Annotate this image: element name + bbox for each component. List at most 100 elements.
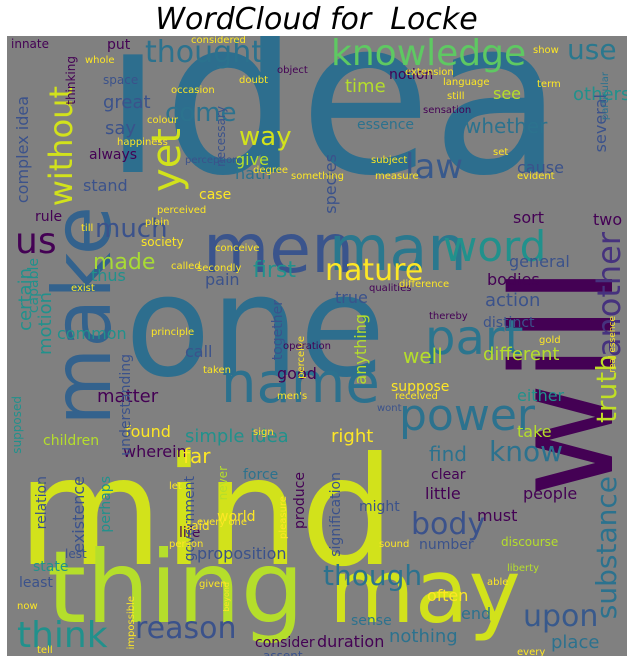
cloud-word: see [493,84,522,103]
cloud-word: impossible [126,596,137,650]
cloud-word: discourse [501,535,559,549]
cloud-word: real essence [608,316,618,373]
cloud-word: extension [405,67,454,78]
cloud-word: action [485,290,541,311]
cloud-word: others [573,84,627,105]
cloud-word: little [425,484,461,503]
cloud-word: language [443,77,490,88]
cloud-word: say [105,118,137,139]
cloud-word: well [403,344,443,368]
cloud-word: species [321,154,340,214]
cloud-word: power [399,390,535,441]
cloud-word: word [443,222,547,271]
cloud-word: take [517,422,552,441]
cloud-word: often [427,586,469,605]
cloud-word: perceived [157,205,207,216]
cloud-word: idea [103,36,564,223]
cloud-word: life [179,525,201,541]
cloud-word: found [125,422,171,441]
cloud-word: whether [465,114,548,138]
cloud-word: part [425,310,524,366]
cloud-word: set [493,147,509,158]
cloud-word: sign [253,427,274,438]
cloud-word: society [141,235,184,249]
cloud-word: might [359,499,400,515]
cloud-word: rule [35,209,63,225]
cloud-word: thing [47,529,305,646]
cloud-word: supposed [10,396,24,454]
cloud-word: whole [85,55,115,66]
cloud-word: general [509,252,570,271]
cloud-word: thereby [429,311,468,322]
cloud-word: exist [71,283,95,294]
cloud-word: thinking [64,56,78,105]
cloud-word: now [17,601,38,612]
cloud-word: place [551,632,600,653]
cloud-word: still [447,91,465,102]
cloud-word: wont [377,403,402,414]
cloud-word: way [239,122,292,152]
cloud-word: made [93,250,156,275]
cloud-word: complex idea [13,96,32,204]
cloud-word: mind [17,426,396,600]
cloud-word: duration [317,632,385,651]
cloud-word: force [243,467,279,483]
cloud-word: every [517,647,546,657]
cloud-word: perhaps [98,476,114,533]
cloud-word: common [57,324,127,343]
cloud-word: may [329,540,521,643]
cloud-word: cause [517,158,564,177]
chart-title: WordCloud for Locke [155,2,478,37]
cloud-word: name [221,351,380,416]
cloud-word: sense [351,613,392,629]
cloud-word: much [95,214,168,244]
cloud-word: innate [11,37,49,51]
cloud-word: essence [357,117,414,133]
cloud-word: end [461,604,492,623]
cloud-word: space [103,73,139,87]
cloud-word: perception [185,155,239,166]
cloud-word: matter [97,386,159,407]
cloud-word: great [103,92,151,113]
cloud-word: notion [389,67,434,83]
cloud-word: two [593,210,623,229]
cloud-word: till [81,223,94,234]
cloud-word: qualities [369,283,412,294]
cloud-word: thus [91,266,126,285]
cloud-word: must [477,506,518,525]
cloud-word: different [483,344,560,365]
cloud-word: sensation [423,105,472,116]
cloud-word: able [487,577,509,588]
cloud-word: least [19,575,53,591]
cloud-word: produce [292,472,308,529]
cloud-word: gold [539,335,561,346]
cloud-word: evident [517,171,555,182]
cloud-word: pleasure [278,496,289,539]
cloud-word: either [517,386,565,405]
cloud-word: object [277,65,308,76]
cloud-word: lest [65,547,87,561]
cloud-word: knowledge [331,36,527,74]
cloud-word: capable [26,258,42,314]
cloud-word: clear [431,467,466,483]
cloud-word: us [15,221,57,262]
cloud-word: know [489,435,563,468]
cloud-word: never [216,466,230,501]
cloud-word: think [17,615,108,656]
cloud-word: men [203,210,355,289]
cloud-word: given [199,579,227,590]
cloud-word: body [411,507,486,542]
cloud-word: operation [283,341,332,352]
cloud-word: find [429,442,467,466]
cloud-word: doubt [239,75,269,86]
cloud-word: conceive [215,243,260,254]
cloud-word: reason [135,611,237,646]
cloud-word: call [185,342,213,361]
cloud-word: received [395,391,438,402]
cloud-word: use [567,36,617,66]
cloud-word: people [523,484,578,503]
cloud-word: number [419,537,474,553]
cloud-word: occasion [171,85,215,96]
cloud-word: principle [151,327,195,338]
cloud-word: true [335,288,368,307]
